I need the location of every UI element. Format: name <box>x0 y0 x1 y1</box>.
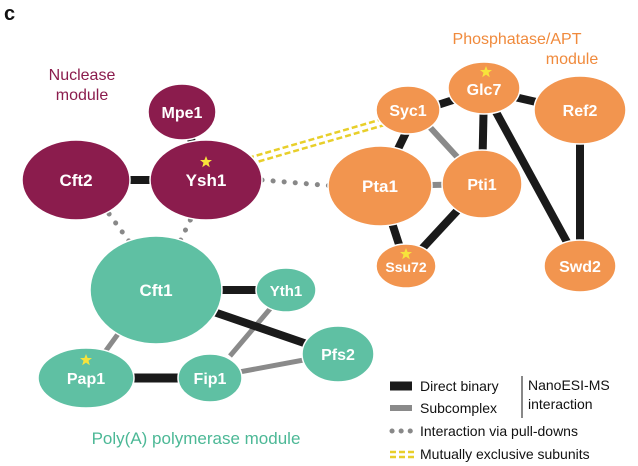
phosphatase-module-label-1: Phosphatase/APT <box>453 31 582 48</box>
edge-ysh1-pta1-pulldown <box>259 177 337 189</box>
node-ref2[interactable]: Ref2 <box>533 75 627 145</box>
edge-ysh1-syc1-exclusive-a <box>247 116 387 160</box>
legend-method-label-2: interaction <box>528 396 593 412</box>
legend-direct-label: Direct binary <box>420 378 499 394</box>
star-icon <box>80 354 92 366</box>
nuclease-module-label-2: module <box>56 87 109 104</box>
legend: Direct binary Subcomplex NanoESI-MS inte… <box>389 376 610 462</box>
polya-module-label: Poly(A) polymerase module <box>92 429 301 448</box>
edge-ysh1-syc1-exclusive-b <box>249 122 389 166</box>
node-pfs2-label: Pfs2 <box>321 347 355 364</box>
legend-exclusive-label: Mutually exclusive subunits <box>420 446 590 462</box>
node-pap1[interactable]: Pap1 <box>37 347 135 409</box>
node-syc1-label: Syc1 <box>389 103 426 120</box>
nuclease-module-label-1: Nuclease <box>49 67 116 84</box>
node-pta1-label: Pta1 <box>362 177 398 196</box>
legend-method-label-1: NanoESI-MS <box>528 377 610 393</box>
node-swd2[interactable]: Swd2 <box>543 239 617 293</box>
node-cft1[interactable]: Cft1 <box>89 235 223 345</box>
node-fip1-label: Fip1 <box>194 371 227 388</box>
node-swd2-label: Swd2 <box>559 259 601 276</box>
node-pti1-label: Pti1 <box>467 177 496 194</box>
node-pap1-label: Pap1 <box>67 371 105 388</box>
node-fip1[interactable]: Fip1 <box>177 353 243 403</box>
node-ssu72-label: Ssu72 <box>385 259 426 275</box>
node-cft2[interactable]: Cft2 <box>21 139 131 221</box>
star-icon <box>480 66 492 78</box>
node-ysh1[interactable]: Ysh1 <box>149 139 263 221</box>
node-pfs2[interactable]: Pfs2 <box>301 325 375 383</box>
node-ssu72[interactable]: Ssu72 <box>375 243 437 289</box>
panel-label: c <box>4 3 15 25</box>
phosphatase-module-label-2: module <box>546 51 599 68</box>
node-ysh1-label: Ysh1 <box>186 171 227 190</box>
star-icons <box>80 66 492 366</box>
node-mpe1[interactable]: Mpe1 <box>147 83 217 141</box>
star-icon <box>200 156 212 168</box>
node-glc7[interactable]: Glc7 <box>447 61 521 115</box>
node-ref2-label: Ref2 <box>563 103 598 120</box>
node-cft1-label: Cft1 <box>139 281 172 300</box>
edge-glc7-swd2 <box>480 88 584 268</box>
node-yth1[interactable]: Yth1 <box>255 267 317 313</box>
node-mpe1-label: Mpe1 <box>162 105 203 122</box>
node-cft2-label: Cft2 <box>59 171 92 190</box>
node-yth1-label: Yth1 <box>270 283 303 300</box>
node-syc1[interactable]: Syc1 <box>375 85 441 135</box>
legend-pulldown-label: Interaction via pull-downs <box>420 423 578 439</box>
node-glc7-label: Glc7 <box>467 82 502 99</box>
node-pta1[interactable]: Pta1 <box>327 145 433 227</box>
node-pti1[interactable]: Pti1 <box>441 149 523 219</box>
legend-subcomplex-label: Subcomplex <box>420 400 497 416</box>
star-icon <box>400 248 412 260</box>
